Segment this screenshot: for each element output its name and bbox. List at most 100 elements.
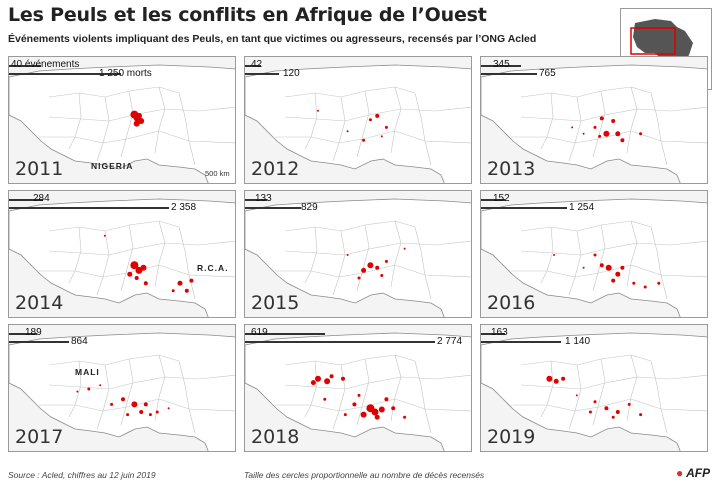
- event-dot: [343, 413, 347, 417]
- count-bars: 619 2 774: [245, 327, 471, 348]
- year-label: 2017: [15, 426, 64, 448]
- event-dot: [177, 280, 183, 286]
- country-border: [650, 226, 668, 300]
- country-border: [520, 220, 652, 232]
- country-border: [511, 130, 707, 144]
- event-dot: [99, 384, 102, 387]
- map-panel: 284 2 358 R.C.A. 2014: [8, 190, 236, 318]
- country-border: [96, 96, 110, 162]
- year-label: 2018: [251, 426, 300, 448]
- event-dot: [615, 131, 621, 137]
- events-bar: [245, 199, 267, 201]
- event-dot: [315, 375, 321, 382]
- event-dot: [620, 138, 625, 143]
- event-dot: [378, 406, 385, 413]
- event-dot: [134, 276, 139, 280]
- nigeria-label: NIGERIA: [91, 161, 134, 171]
- map-panel: 163 1 140 2019: [480, 324, 708, 452]
- event-dot: [171, 289, 175, 293]
- event-dot: [127, 271, 133, 277]
- events-bar: [9, 199, 43, 201]
- country-border: [626, 354, 638, 422]
- event-dot: [360, 411, 367, 418]
- event-dot: [375, 265, 380, 270]
- year-label: 2015: [251, 292, 300, 314]
- event-dot: [329, 374, 334, 379]
- event-dot: [121, 397, 125, 402]
- country-border: [414, 226, 432, 300]
- afp-logo: ● AFP: [676, 466, 710, 480]
- event-dot: [317, 109, 319, 112]
- events-bar: [481, 333, 505, 335]
- event-dot: [143, 402, 148, 407]
- events-count: 133: [255, 193, 272, 204]
- event-dot: [384, 259, 388, 263]
- country-border: [284, 86, 416, 98]
- event-dot: [403, 247, 406, 250]
- country-border: [520, 106, 707, 122]
- events-count: 284: [33, 193, 50, 204]
- country-border: [68, 92, 82, 150]
- events-bar: [9, 333, 37, 335]
- country-border: [275, 398, 471, 412]
- source-note: Source : Acled, chiffres au 12 juin 2019: [8, 470, 156, 480]
- count-bars: 152 1 254: [481, 193, 707, 214]
- event-dot: [403, 415, 407, 419]
- event-dot: [76, 390, 79, 393]
- deaths-bar: [9, 207, 169, 209]
- event-dot: [561, 376, 566, 381]
- country-border: [390, 86, 402, 154]
- afp-logo-text: AFP: [686, 466, 711, 480]
- deaths-bar: [245, 341, 435, 343]
- map-panel: 42 120 2012: [244, 56, 472, 184]
- deaths-count: 864: [71, 336, 88, 347]
- map-svg: [245, 64, 471, 183]
- event-dot: [615, 410, 620, 414]
- event-dot: [599, 263, 604, 268]
- event-dot: [346, 254, 349, 256]
- deaths-bar: [481, 341, 561, 343]
- event-dot: [133, 120, 140, 127]
- event-dot: [593, 125, 597, 129]
- deaths-count: 765: [539, 68, 556, 79]
- country-border: [332, 96, 346, 162]
- event-dot: [126, 413, 130, 417]
- country-border: [48, 374, 235, 390]
- event-dot: [384, 125, 388, 129]
- event-dot: [657, 281, 661, 285]
- count-bars: 133 829: [245, 193, 471, 214]
- map-panel: 345 765 2013: [480, 56, 708, 184]
- map-panel: 133 829 2015: [244, 190, 472, 318]
- map-svg: [245, 332, 471, 451]
- country-border: [284, 220, 416, 232]
- year-label: 2019: [487, 426, 536, 448]
- event-dot: [189, 278, 194, 283]
- event-dot: [148, 413, 152, 417]
- event-dot: [139, 410, 144, 414]
- event-dot: [599, 116, 604, 121]
- events-count: 619: [251, 327, 268, 338]
- map-subtitle: Événements violents impliquant des Peuls…: [8, 33, 537, 45]
- country-border: [511, 398, 707, 412]
- country-border: [356, 90, 370, 158]
- country-border: [520, 374, 707, 390]
- country-border: [284, 354, 416, 366]
- country-border: [356, 358, 370, 426]
- country-border: [96, 364, 110, 430]
- map-panel: 152 1 254 2016: [480, 190, 708, 318]
- event-dot: [371, 408, 379, 416]
- deaths-count: 2 774: [437, 336, 463, 347]
- event-dot: [546, 375, 553, 382]
- country-border: [592, 358, 606, 426]
- country-border: [592, 224, 606, 292]
- deaths-count: 829: [301, 202, 318, 213]
- event-dot: [357, 393, 361, 397]
- event-dot: [571, 126, 574, 129]
- country-border: [178, 360, 196, 434]
- country-border: [626, 86, 638, 154]
- event-dot: [632, 281, 636, 285]
- event-dot: [143, 281, 148, 286]
- event-dot: [140, 264, 147, 271]
- country-border: [178, 226, 196, 300]
- deaths-count: 1 250 morts: [99, 68, 152, 79]
